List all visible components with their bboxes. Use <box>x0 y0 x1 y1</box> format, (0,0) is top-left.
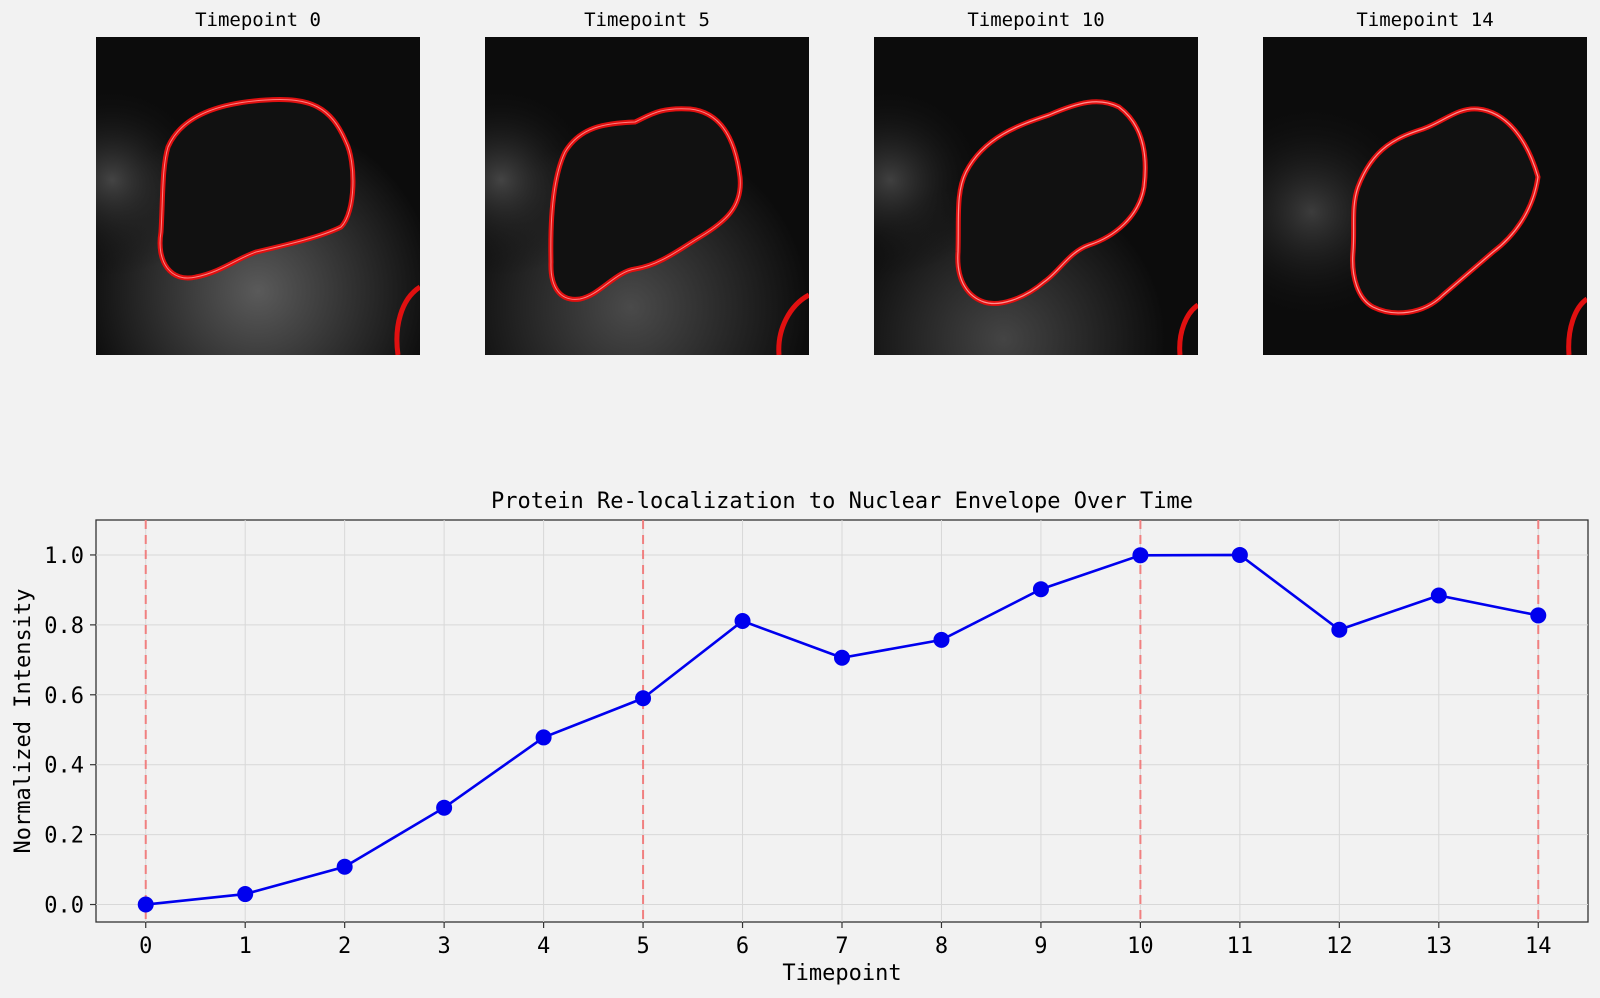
data-point <box>137 896 154 913</box>
panel-title-0: Timepoint 0 <box>195 9 321 31</box>
x-tick-label: 13 <box>1426 934 1453 959</box>
neighbor-contour <box>1177 302 1198 355</box>
x-tick-label: 6 <box>736 934 749 959</box>
x-tick-label: 1 <box>239 934 252 959</box>
x-tick-label: 14 <box>1525 934 1552 959</box>
data-point <box>336 858 353 875</box>
x-tick-label: 9 <box>1034 934 1047 959</box>
y-tick-label: 0.6 <box>44 684 84 709</box>
cell-image-14 <box>1263 37 1587 355</box>
data-point <box>1331 621 1348 638</box>
data-point <box>237 886 254 903</box>
neighbor-contour <box>394 284 420 355</box>
cell-image-svg-10 <box>874 37 1198 355</box>
panel-title-5: Timepoint 5 <box>584 9 710 31</box>
data-point <box>734 613 751 630</box>
cell-image-0 <box>96 37 420 355</box>
data-point <box>834 649 850 666</box>
y-tick-label: 0.2 <box>44 824 84 849</box>
data-point <box>436 799 453 816</box>
y-tick-label: 0.0 <box>44 894 84 919</box>
x-tick-label: 3 <box>438 934 451 959</box>
x-tick-label: 4 <box>537 934 550 959</box>
y-tick-label: 0.8 <box>44 614 84 639</box>
x-tick-label: 0 <box>139 934 152 959</box>
data-point <box>635 690 652 707</box>
x-tick-label: 10 <box>1127 934 1154 959</box>
x-tick-label: 11 <box>1227 934 1254 959</box>
data-point <box>1430 587 1447 604</box>
x-tick-label: 2 <box>338 934 351 959</box>
data-point <box>1032 581 1049 598</box>
data-point <box>1231 546 1248 563</box>
cell-image-5 <box>485 37 809 355</box>
neighbor-contour <box>1566 296 1587 355</box>
y-tick-label: 1.0 <box>44 544 84 569</box>
x-tick-label: 8 <box>935 934 948 959</box>
cell-image-svg-14 <box>1263 37 1587 355</box>
panel-title-14: Timepoint 14 <box>1356 9 1494 31</box>
chart-title: Protein Re-localization to Nuclear Envel… <box>491 489 1193 514</box>
x-tick-label: 12 <box>1326 934 1353 959</box>
cell-image-svg-0 <box>96 37 420 355</box>
data-point <box>1132 547 1149 564</box>
cell-image-svg-5 <box>485 37 809 355</box>
data-point <box>535 729 552 746</box>
y-axis-label: Normalized Intensity <box>11 589 36 854</box>
x-tick-label: 5 <box>636 934 649 959</box>
x-axis-label: Timepoint <box>782 961 901 986</box>
panel-title-10: Timepoint 10 <box>967 9 1105 31</box>
neighbor-contour <box>776 292 809 355</box>
cell-image-10 <box>874 37 1198 355</box>
data-point <box>933 631 950 648</box>
y-tick-label: 0.4 <box>44 754 84 779</box>
x-tick-label: 7 <box>835 934 848 959</box>
data-point <box>1530 607 1547 624</box>
